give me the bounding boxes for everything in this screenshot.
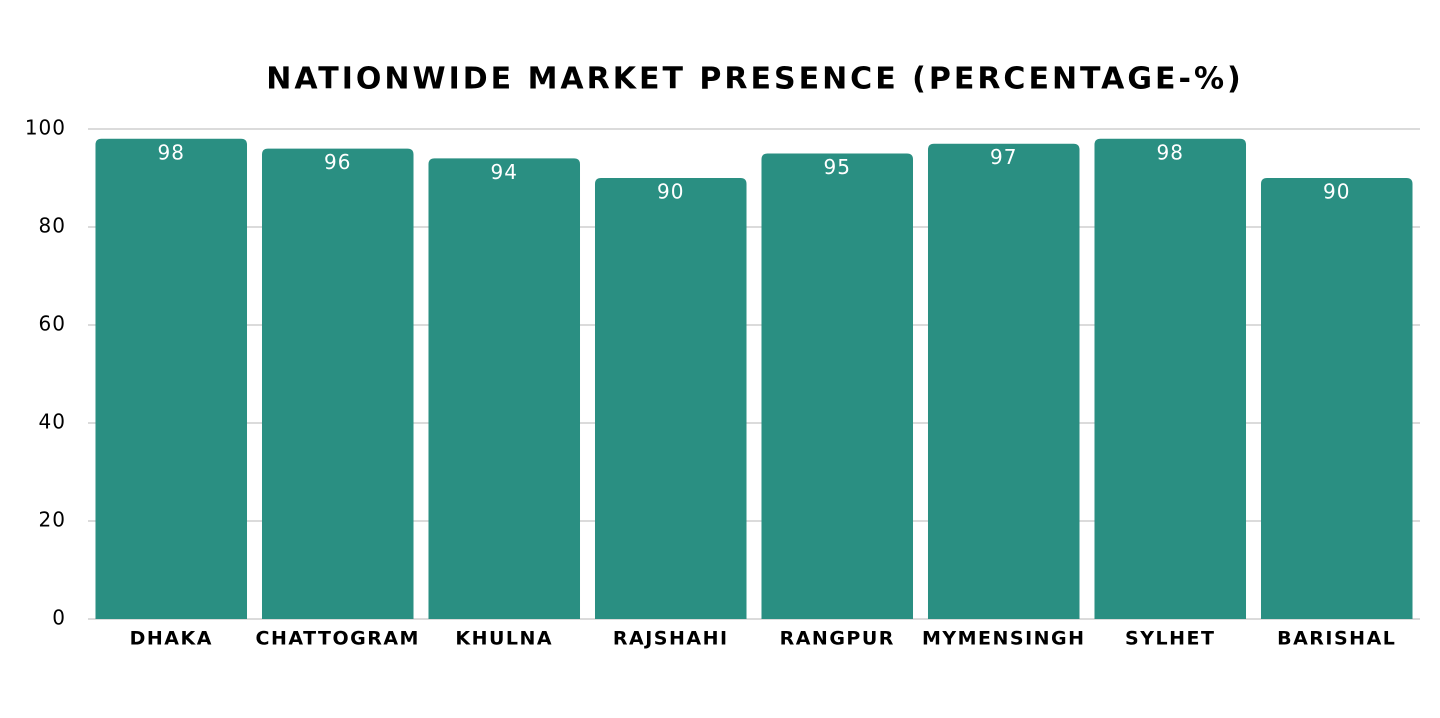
x-tick-label: SYLHET	[1125, 628, 1215, 650]
data-label: 98	[158, 140, 185, 164]
y-tick-label: 20	[39, 508, 66, 532]
data-label: 95	[824, 155, 851, 179]
bar	[1094, 138, 1247, 620]
chart-title: NATIONWIDE MARKET PRESENCE (PERCENTAGE-%…	[266, 62, 1244, 97]
bar	[95, 138, 248, 620]
data-label: 96	[324, 150, 351, 174]
x-tick-label: RAJSHAHI	[613, 628, 729, 650]
bar	[261, 148, 414, 619]
bar	[761, 153, 914, 619]
data-label: 97	[990, 145, 1017, 169]
y-tick-label: 0	[52, 606, 66, 630]
bar	[594, 178, 747, 619]
data-label: 98	[1157, 140, 1184, 164]
y-tick-label: 100	[25, 116, 66, 140]
x-tick-label: BARISHAL	[1277, 628, 1396, 650]
x-tick-label: MYMENSINGH	[922, 628, 1086, 650]
data-label: 90	[657, 180, 684, 204]
y-tick-label: 40	[39, 410, 66, 434]
x-tick-label: KHULNA	[455, 628, 553, 650]
bar	[428, 158, 581, 619]
data-label: 94	[491, 160, 518, 184]
bar	[927, 143, 1080, 619]
bar	[1260, 178, 1413, 619]
x-tick-label: DHAKA	[130, 628, 213, 650]
y-tick-label: 60	[39, 312, 66, 336]
data-label: 90	[1323, 180, 1350, 204]
x-tick-label: RANGPUR	[780, 628, 895, 650]
x-tick-label: CHATTOGRAM	[256, 628, 420, 650]
y-tick-label: 80	[39, 214, 66, 238]
